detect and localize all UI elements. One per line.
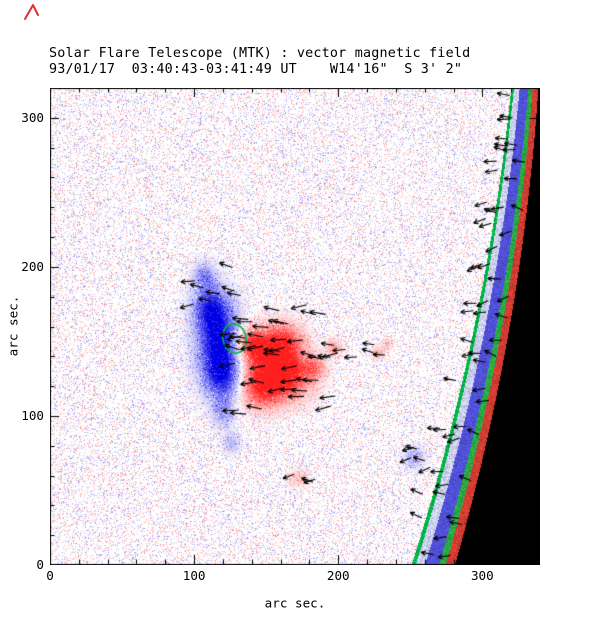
y-tick-label: 100: [21, 407, 44, 423]
chart-title: Solar Flare Telescope (MTK) : vector mag…: [49, 46, 471, 61]
x-tick-label: 200: [326, 568, 350, 583]
plot-canvas: [50, 88, 540, 565]
y-tick-label: 200: [21, 258, 44, 274]
stray-red-mark: [24, 4, 39, 20]
y-axis-title: arc sec.: [5, 295, 21, 357]
stray-red-mark-path: [24, 4, 39, 20]
x-axis-title: arc sec.: [264, 595, 326, 611]
chart-subtitle: 93/01/17 03:40:43-03:41:49 UT W14'16" S …: [49, 62, 463, 77]
x-tick-label: 100: [182, 568, 206, 583]
y-tick-label: 0: [36, 557, 44, 572]
x-tick-label: 0: [46, 568, 54, 583]
x-tick-label: 300: [470, 568, 494, 583]
y-tick-label: 300: [21, 109, 44, 125]
